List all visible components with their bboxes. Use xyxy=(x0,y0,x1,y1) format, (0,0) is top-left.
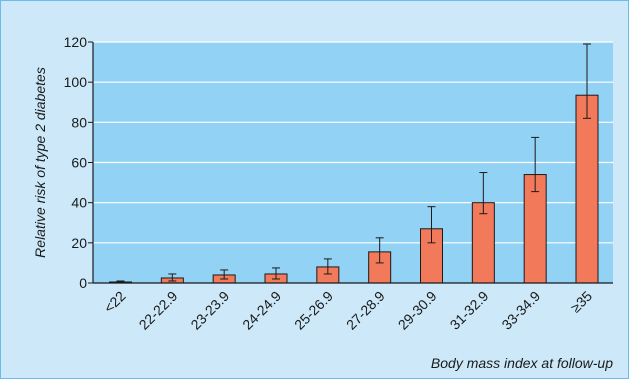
y-tick-label: 0 xyxy=(79,275,87,291)
y-tick-label: 60 xyxy=(71,155,87,171)
y-tick-label: 100 xyxy=(64,74,88,90)
gridlines xyxy=(93,41,613,244)
x-tick-label: 33-34.9 xyxy=(498,288,543,333)
x-tick-label: 25-26.9 xyxy=(291,288,336,333)
y-axis-title: Relative risk of type 2 diabetes xyxy=(32,67,48,258)
x-tick-label: 27-28.9 xyxy=(343,288,388,333)
x-tick-label: 24-24.9 xyxy=(239,288,284,333)
x-tick-label: <22 xyxy=(101,288,129,316)
x-tick-label: 29-30.9 xyxy=(395,288,440,333)
y-tick-label: 80 xyxy=(71,114,87,130)
x-axis-title: Body mass index at follow-up xyxy=(431,355,613,371)
x-tick-label: 22-22.9 xyxy=(136,288,181,333)
x-tick-label: 23-23.9 xyxy=(187,288,232,333)
error-bars xyxy=(116,43,591,284)
x-tick-label: 31-32.9 xyxy=(447,288,492,333)
bar xyxy=(471,202,495,284)
y-tick-label: 120 xyxy=(64,34,88,50)
x-axis-ticks: <22 22-22.9 23-23.9 24-24.9 25-26.9 27-28.9 29… xyxy=(101,288,596,333)
y-tick-label: 40 xyxy=(71,195,87,211)
y-axis-ticks: 0 20 40 60 80 100 120 xyxy=(64,34,93,291)
bar xyxy=(575,94,599,284)
y-tick-label: 20 xyxy=(71,235,87,251)
x-tick-label: ≥35 xyxy=(567,288,595,316)
